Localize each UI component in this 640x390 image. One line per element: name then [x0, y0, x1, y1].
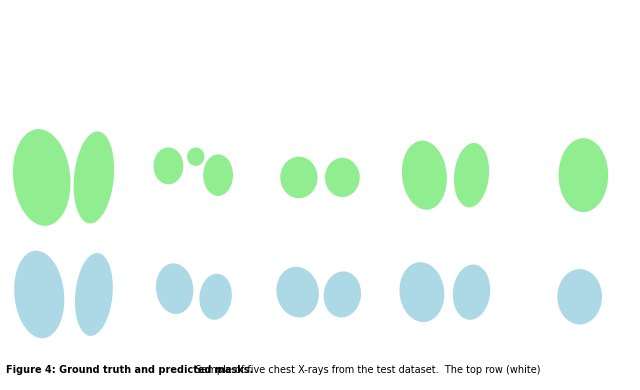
Ellipse shape [73, 17, 115, 104]
Ellipse shape [454, 143, 489, 207]
Ellipse shape [453, 264, 490, 320]
Ellipse shape [557, 269, 602, 324]
Text: Figure 4: Ground truth and predicted masks.: Figure 4: Ground truth and predicted mas… [6, 365, 253, 375]
Ellipse shape [74, 131, 114, 223]
Ellipse shape [14, 12, 69, 104]
Ellipse shape [157, 12, 193, 109]
Ellipse shape [399, 262, 444, 322]
Ellipse shape [402, 140, 447, 210]
Ellipse shape [324, 271, 361, 317]
Ellipse shape [204, 154, 233, 196]
Ellipse shape [154, 147, 183, 184]
Ellipse shape [325, 158, 360, 197]
Ellipse shape [156, 263, 193, 314]
Ellipse shape [287, 8, 316, 108]
Ellipse shape [280, 157, 317, 198]
Text: Sample of five chest X-rays from the test dataset.  The top row (white): Sample of five chest X-rays from the tes… [189, 365, 540, 375]
Ellipse shape [399, 10, 445, 111]
Ellipse shape [187, 147, 204, 166]
Ellipse shape [324, 49, 340, 99]
Ellipse shape [576, 58, 601, 86]
Ellipse shape [276, 267, 319, 317]
Ellipse shape [447, 8, 492, 113]
Ellipse shape [14, 251, 65, 338]
Ellipse shape [563, 28, 596, 65]
Ellipse shape [75, 253, 113, 336]
Ellipse shape [200, 274, 232, 320]
Ellipse shape [13, 129, 70, 226]
Ellipse shape [559, 138, 608, 212]
Ellipse shape [199, 17, 232, 109]
